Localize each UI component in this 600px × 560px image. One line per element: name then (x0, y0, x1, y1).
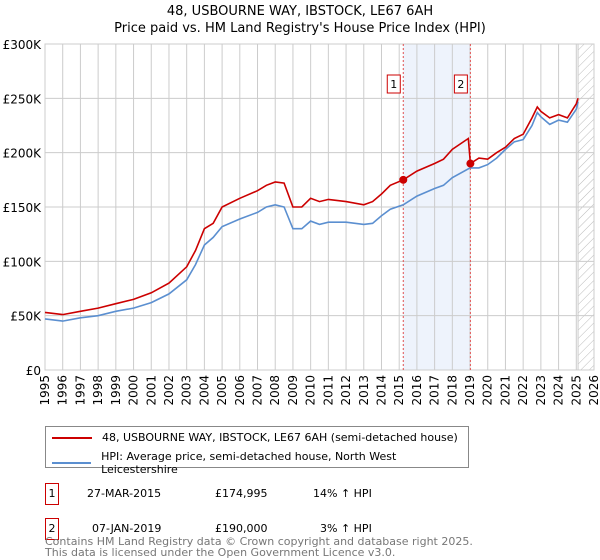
x-tick-label: 1998 (91, 375, 105, 406)
y-tick-label: £200K (3, 147, 43, 161)
x-tick-label: 2018 (445, 375, 459, 406)
footer-line-2: This data is licensed under the Open Gov… (45, 546, 396, 559)
x-tick-label: 2010 (304, 375, 318, 406)
y-tick-label: £150K (3, 201, 43, 215)
x-tick-label: 1997 (73, 375, 87, 406)
y-tick-label: £100K (3, 255, 43, 269)
x-tick-label: 2013 (357, 375, 371, 406)
x-tick-label: 1995 (38, 375, 52, 406)
y-tick-label: £0 (26, 364, 41, 378)
sale-hpi: 14% ↑ HPI (313, 487, 372, 500)
x-tick-label: 2017 (428, 375, 442, 406)
y-tick-label: £50K (10, 310, 42, 324)
x-tick-label: 2015 (392, 375, 406, 406)
legend-item-property: 48, USBOURNE WAY, IBSTOCK, LE67 6AH (sem… (52, 431, 458, 444)
sale-row: 2 07-JAN-2019 £190,000 3% ↑ HPI (45, 518, 445, 540)
legend-label: HPI: Average price, semi-detached house,… (101, 450, 397, 476)
sale-point (466, 159, 475, 168)
sale-badge: 2 (45, 518, 59, 540)
x-tick-label: 2004 (197, 375, 211, 406)
y-tick-label: £300K (3, 38, 43, 52)
sale-price: £190,000 (215, 522, 268, 535)
legend-item-hpi: HPI: Average price, semi-detached house,… (52, 450, 468, 476)
sale-label: 1 (390, 78, 397, 91)
x-tick-label: 2014 (374, 375, 388, 406)
x-tick-label: 2001 (144, 375, 158, 406)
x-tick-label: 2020 (481, 375, 495, 406)
x-tick-label: 2002 (162, 375, 176, 406)
x-tick-label: 2021 (498, 375, 512, 406)
x-tick-label: 2006 (233, 375, 247, 406)
x-tick-label: 2022 (516, 375, 530, 406)
x-tick-label: 2005 (215, 375, 229, 406)
sale-row: 1 27-MAR-2015 £174,995 14% ↑ HPI (45, 483, 445, 505)
sale-badge: 1 (45, 483, 59, 505)
series-line (44, 101, 579, 322)
x-tick-label: 2007 (251, 375, 265, 406)
x-tick-label: 2026 (587, 375, 600, 406)
legend-swatch-red (52, 436, 92, 439)
x-tick-label: 2009 (286, 375, 300, 406)
sale-date: 27-MAR-2015 (87, 487, 162, 500)
legend-swatch-blue (52, 462, 92, 464)
series-line (44, 98, 579, 316)
x-tick-label: 2024 (552, 375, 566, 406)
x-tick-label: 2016 (410, 375, 424, 406)
chart-subtitle: Price paid vs. HM Land Registry's House … (114, 21, 486, 36)
sale-hpi: 3% ↑ HPI (320, 522, 372, 535)
sale-price: £174,995 (215, 487, 268, 500)
sale-label-box (453, 74, 468, 94)
y-tick-label: £250K (3, 92, 43, 106)
x-tick-label: 2008 (268, 375, 282, 406)
x-tick-label: 2000 (127, 375, 141, 406)
x-tick-label: 2019 (463, 375, 477, 406)
legend: 48, USBOURNE WAY, IBSTOCK, LE67 6AH (sem… (45, 426, 469, 476)
x-tick-label: 2012 (339, 375, 353, 406)
x-tick-label: 2025 (569, 375, 583, 406)
footer-line-1: Contains HM Land Registry data © Crown c… (45, 535, 473, 548)
x-tick-label: 2023 (534, 375, 548, 406)
x-tick-label: 2011 (321, 375, 335, 406)
sale-label: 2 (457, 78, 464, 91)
chart-title: 48, USBOURNE WAY, IBSTOCK, LE67 6AH (166, 4, 434, 19)
sale-date: 07-JAN-2019 (92, 522, 162, 535)
x-tick-label: 1999 (109, 375, 123, 406)
sale-label-box (386, 74, 401, 94)
legend-label: 48, USBOURNE WAY, IBSTOCK, LE67 6AH (sem… (102, 431, 458, 444)
x-tick-label: 2003 (180, 375, 194, 406)
x-tick-label: 1996 (56, 375, 70, 406)
sale-point (399, 175, 408, 184)
